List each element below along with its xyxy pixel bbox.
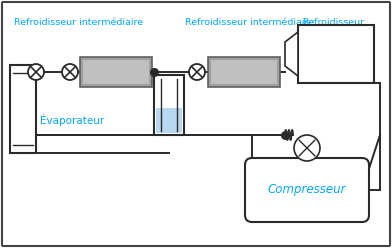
Text: Évaporateur: Évaporateur — [40, 114, 104, 126]
Bar — [80, 57, 152, 87]
Bar — [83, 60, 149, 84]
Circle shape — [62, 64, 78, 80]
Bar — [10, 65, 36, 153]
Bar — [154, 75, 184, 135]
Bar — [208, 57, 280, 87]
Text: Refroidisseur intermédiaire: Refroidisseur intermédiaire — [185, 18, 314, 27]
FancyBboxPatch shape — [2, 2, 390, 246]
Circle shape — [294, 135, 320, 161]
Bar — [156, 108, 182, 133]
Text: Refroidisseur intermédiaire: Refroidisseur intermédiaire — [14, 18, 143, 27]
Bar — [211, 60, 277, 84]
Text: Compresseur: Compresseur — [268, 184, 346, 196]
Bar — [298, 25, 374, 83]
Text: Refroidisseur
de gaz: Refroidisseur de gaz — [302, 18, 364, 38]
FancyBboxPatch shape — [245, 158, 369, 222]
Circle shape — [189, 64, 205, 80]
Circle shape — [28, 64, 44, 80]
Polygon shape — [285, 32, 298, 76]
